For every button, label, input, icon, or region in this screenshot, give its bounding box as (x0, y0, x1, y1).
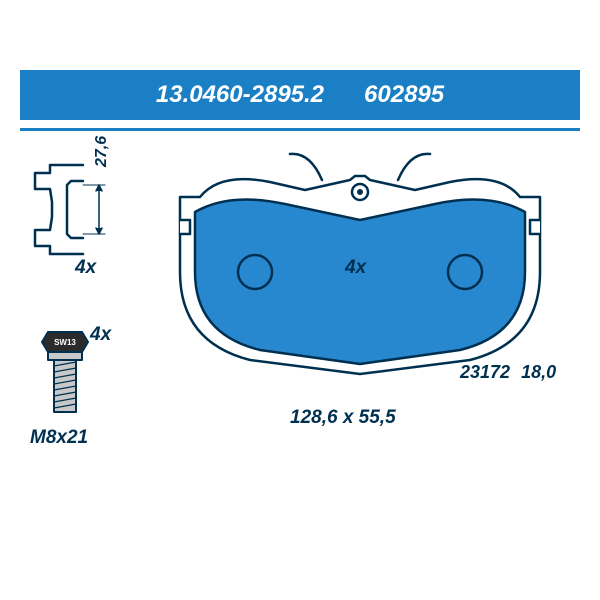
pad-thickness-value: 18,0 (521, 362, 556, 382)
alt-number: 602895 (364, 81, 444, 109)
header-rule (20, 128, 580, 131)
pad-code-value: 23172 (460, 362, 510, 382)
diagram-container: 13.0460-2895.2 602895 Ate 27,6 4x (20, 70, 580, 465)
pad-qty-label: 4x (345, 257, 366, 279)
bolt-socket-text: SW13 (54, 338, 76, 347)
clip-qty-label: 4x (75, 257, 96, 279)
title-bar: 13.0460-2895.2 602895 (20, 70, 580, 120)
bolt-spec-label: M8x21 (30, 427, 88, 449)
pad-code-label: 23172 18,0 (460, 362, 556, 383)
pad-dimensions-label: 128,6 x 55,5 (290, 407, 396, 429)
bolt-qty-label: 4x (90, 324, 111, 346)
drawing-canvas: Ate 27,6 4x (20, 132, 580, 465)
bolt-drawing: SW13 (30, 322, 130, 432)
clip-height-label: 27,6 (93, 136, 111, 167)
part-number: 13.0460-2895.2 (156, 81, 324, 109)
